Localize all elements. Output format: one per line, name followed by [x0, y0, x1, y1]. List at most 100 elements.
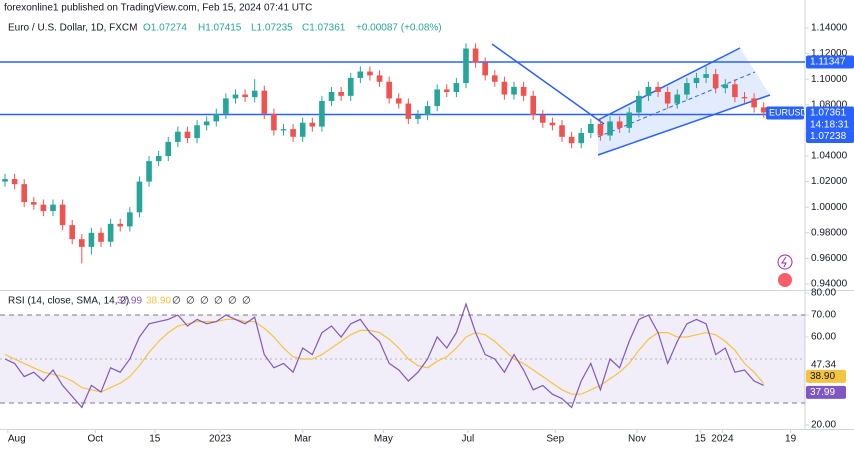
- x-tick-label: Sep: [546, 434, 564, 445]
- candle-body: [175, 131, 181, 142]
- candle-body: [21, 184, 28, 203]
- candle-body: [655, 86, 661, 92]
- candle-body: [261, 90, 268, 114]
- candle-body: [443, 89, 450, 92]
- candle-body: [520, 86, 527, 96]
- candle-body: [2, 179, 8, 182]
- candle-body: [357, 71, 364, 78]
- candle-body: [242, 94, 248, 98]
- legend-value: 37.99: [117, 296, 142, 307]
- candle-body: [299, 122, 306, 137]
- ohlc-label: +0.00087 (+0.08%): [356, 23, 442, 34]
- na-mark: ∅: [200, 296, 209, 307]
- x-tick-label: 2023: [209, 434, 232, 445]
- candle-body: [59, 204, 66, 226]
- ohlc-label: C1.07361: [302, 23, 346, 34]
- candle-body: [482, 62, 488, 76]
- value-tag-box: [806, 385, 846, 399]
- flag-icon[interactable]: [778, 273, 792, 287]
- candle-body: [693, 77, 700, 84]
- candle-body: [290, 129, 296, 137]
- candle-body: [415, 115, 421, 119]
- ohlc-label: H1.07415: [198, 23, 242, 34]
- x-tick-label: 2024: [711, 434, 734, 445]
- candle-body: [540, 115, 546, 123]
- candle-body: [760, 107, 767, 113]
- candle-body: [31, 202, 37, 205]
- candle-body: [271, 113, 277, 131]
- rsi-title: RSI (14, close, SMA, 14, 2): [8, 296, 129, 307]
- x-tick-label: 19: [785, 434, 797, 445]
- candle-body: [559, 125, 565, 137]
- value-tag: 37.99: [810, 387, 835, 398]
- candle-body: [98, 232, 104, 242]
- na-mark: ∅: [186, 296, 195, 307]
- x-tick-label: Jul: [462, 434, 475, 445]
- x-tick-label: Nov: [628, 434, 646, 445]
- candle-body: [232, 94, 239, 99]
- candle-body: [213, 113, 220, 122]
- symbol-title: Euro / U.S. Dollar, 1D, FXCM: [8, 23, 137, 34]
- candle-body: [722, 84, 729, 89]
- x-tick-label: Mar: [294, 434, 312, 445]
- na-mark: ∅: [214, 296, 223, 307]
- y-tick-label: 20.00: [811, 420, 836, 431]
- y-tick-label: 1.08000: [811, 99, 848, 110]
- candle-body: [395, 98, 402, 104]
- legend-value: 38.90: [146, 296, 171, 307]
- channel-upper: [597, 47, 741, 121]
- candle-body: [712, 74, 719, 89]
- candle-body: [11, 179, 18, 185]
- candle-body: [530, 95, 537, 116]
- candle-body: [107, 223, 114, 242]
- candle-body: [636, 95, 642, 113]
- x-tick-label: Aug: [8, 434, 26, 445]
- candle-body: [127, 212, 133, 227]
- trend-line: [491, 43, 605, 125]
- candle-body: [347, 77, 354, 96]
- candle-body: [280, 129, 287, 131]
- candle-body: [386, 81, 392, 99]
- publisher: forexonline1 published on TradingView.co…: [4, 3, 312, 14]
- candle-body: [146, 161, 152, 182]
- y-tick-label: 0.98000: [811, 227, 848, 238]
- candle-body: [155, 156, 162, 162]
- candle-body: [184, 131, 191, 139]
- y-tick-label: 1.10000: [811, 74, 848, 85]
- candle-body: [424, 106, 431, 116]
- candle-body: [751, 98, 757, 108]
- candle-body: [597, 124, 604, 136]
- candle-body: [328, 92, 335, 101]
- candle-body: [732, 84, 738, 98]
- candle-body: [664, 92, 671, 104]
- candle-body: [40, 204, 47, 212]
- price-line-tag-box: [806, 55, 854, 69]
- level-label: 47.34: [811, 359, 836, 370]
- candle-body: [367, 71, 373, 76]
- candle-body: [549, 122, 556, 126]
- candle-body: [50, 204, 56, 212]
- candle-body: [588, 124, 594, 133]
- value-tag-box: [806, 369, 846, 383]
- candle-body: [626, 112, 633, 128]
- y-tick-label: 1.12000: [811, 48, 848, 59]
- candle-body: [223, 98, 229, 114]
- event-icon[interactable]: [777, 254, 793, 270]
- x-tick-label: Oct: [87, 434, 103, 445]
- x-tick-label: May: [374, 434, 393, 445]
- candle-body: [463, 48, 469, 84]
- y-tick-label: 1.14000: [811, 23, 848, 34]
- candle-body: [684, 83, 690, 95]
- candle-body: [165, 141, 172, 156]
- price-line-tag: 1.07238: [810, 131, 847, 142]
- ohlc-label: L1.07235: [251, 23, 293, 34]
- candle-body: [578, 132, 585, 144]
- candle-body: [79, 239, 85, 247]
- rsi-line: [4, 302, 764, 409]
- candle-body: [616, 121, 623, 128]
- candle-body: [741, 97, 748, 99]
- candle-body: [607, 121, 613, 136]
- price-line-tag: 1.11347: [810, 57, 846, 68]
- y-tick-label: 0.94000: [811, 279, 848, 290]
